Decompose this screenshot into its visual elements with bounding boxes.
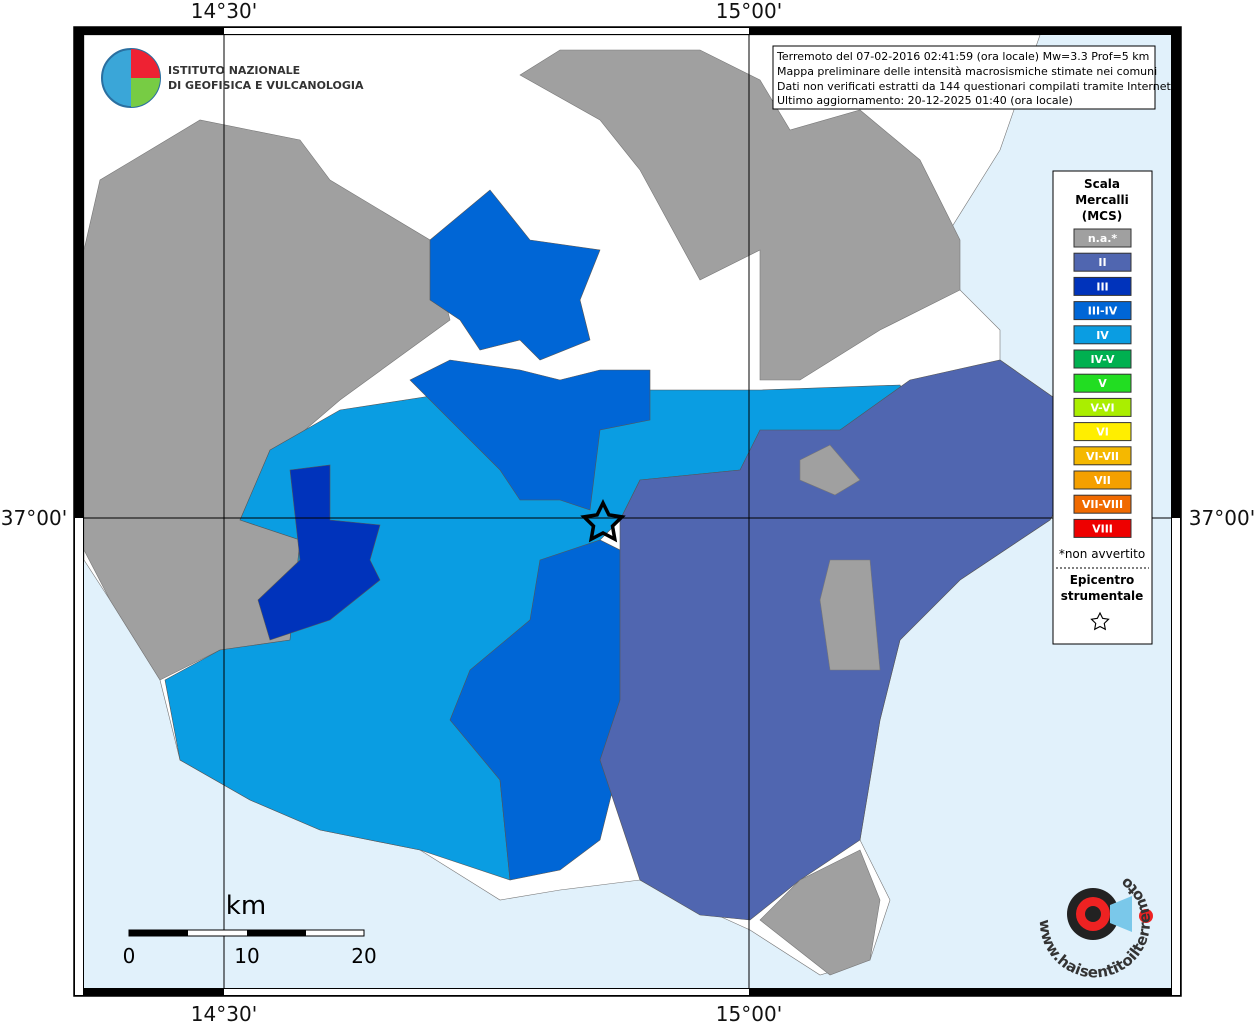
graticule [74,27,1181,996]
legend-label: VII [1094,474,1111,487]
region-iii [257,464,381,641]
scale-label: 10 [234,944,259,968]
legend-swatch [1073,252,1132,272]
region-na [819,559,881,671]
lat-label: 37°00' [1,506,67,530]
logo-text: DI GEOFISICA E VULCANOLOGIA [168,79,364,92]
info-line: Ultimo aggiornamento: 20-12-2025 01:40 (… [777,94,1073,107]
info-line: Dati non verificati estratti da 144 ques… [777,80,1174,93]
ingv-logo: ISTITUTO NAZIONALE DI GEOFISICA E VULCAN… [101,48,364,108]
info-line: Mappa preliminare delle intensità macros… [777,65,1157,78]
legend-swatch [1073,470,1132,490]
legend-swatch [1073,397,1132,417]
legend-star [1090,611,1110,631]
lon-label: 15°00' [716,1002,782,1024]
legend-title: (MCS) [1082,209,1123,223]
lat-label: 37°00' [1189,506,1255,530]
legend-label: IV-V [1090,353,1115,366]
legend-label: VIII [1092,522,1113,535]
legend-swatch [1073,349,1132,369]
legend-swatch [1073,518,1132,538]
legend-label: V-VI [1090,401,1114,414]
legend-swatch [1073,422,1132,442]
legend-epicenter: Epicentro [1070,573,1135,587]
legend-label: II [1098,256,1106,269]
legend-swatch [1073,494,1132,514]
scale-bar: km 0 10 20 [123,891,377,968]
legend-label: VII-VIII [1082,498,1123,511]
legend-epicenter: strumentale [1061,589,1144,603]
region-iii-iv [409,359,651,511]
region-na [799,444,861,496]
legend-swatch [1073,276,1132,296]
legend-label: n.a.* [1088,232,1118,245]
legend-swatch [1073,446,1132,466]
legend-label: III [1096,280,1108,293]
lon-label: 14°30' [191,0,257,23]
legend-label: III-IV [1088,305,1118,318]
epicenter-star [580,499,626,543]
legend-swatch [1073,301,1132,321]
legend-swatch [1073,325,1132,345]
region-na [759,849,881,976]
region-na [519,49,961,381]
frame [73,26,1182,997]
lon-label: 15°00' [716,0,782,23]
lon-label: 14°30' [191,1002,257,1024]
legend-swatch [1073,373,1132,393]
scale-label: 20 [351,944,376,968]
legend-note: *non avvertito [1059,547,1145,561]
info-box [772,45,1156,110]
scale-unit: km [226,891,266,921]
legend: Scala Mercalli (MCS) *non avvertito Epic… [1056,177,1149,631]
legend-label: VI-VII [1086,450,1119,463]
legend-label: V [1098,377,1107,390]
legend-label: VI [1096,426,1109,439]
legend-label: IV [1096,329,1109,342]
legend-swatch [1073,228,1132,248]
scale-label: 0 [123,944,136,968]
legend-title: Scala [1084,177,1120,191]
logo-text: ISTITUTO NAZIONALE [168,64,300,77]
info-line: Terremoto del 07-02-2016 02:41:59 (ora l… [776,50,1149,63]
region-iii-iv [429,189,601,361]
legend-title: Mercalli [1075,193,1129,207]
